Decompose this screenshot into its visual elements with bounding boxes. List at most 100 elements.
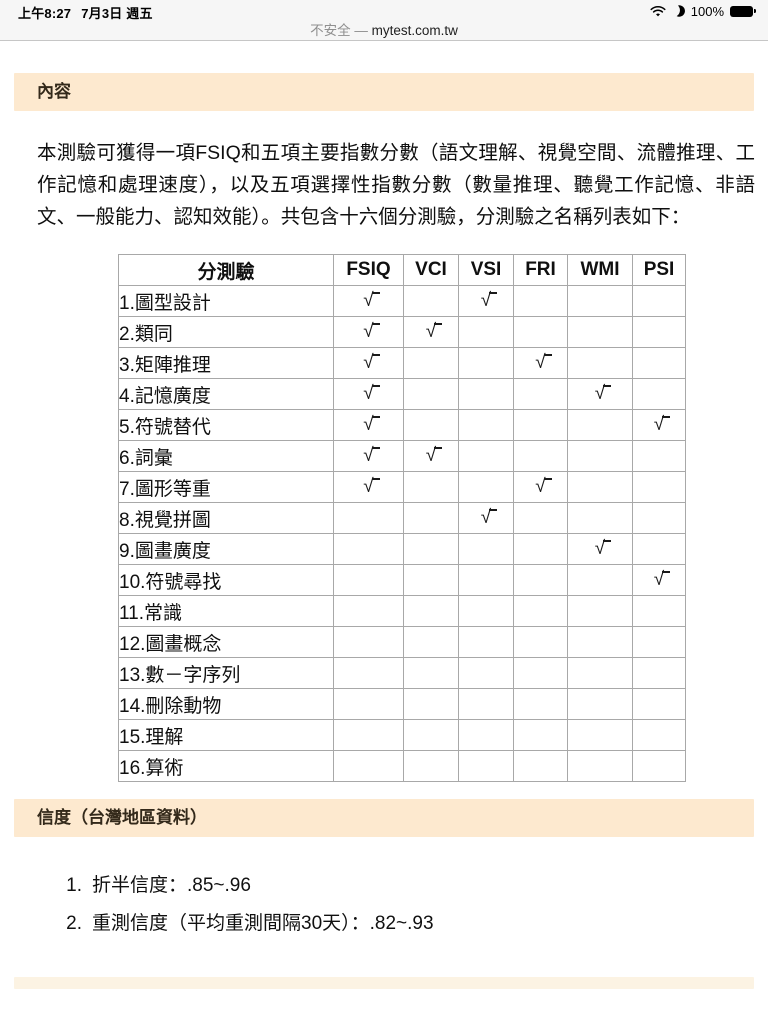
reliability-list: 1. 折半信度：.85~.96 2. 重測信度（平均重測間隔30天）：.82~.… [60,870,768,946]
subtest-name: 13.數－字序列 [118,657,334,689]
empty-cell [567,750,633,782]
subtest-name: 4.記憶廣度 [118,378,334,410]
security-label: 不安全 [310,23,351,38]
check-mark-cell: √ [333,347,404,379]
empty-cell [513,316,568,348]
column-header-fsiq: FSIQ [333,254,404,286]
check-mark-cell: √ [333,440,404,472]
check-mark-cell: √ [333,285,404,317]
empty-cell [458,688,514,720]
empty-cell [403,626,459,658]
table-row: 9.圖畫廣度 √ [118,533,686,565]
empty-cell [567,316,633,348]
empty-cell [513,502,568,534]
next-section-band-partial [14,977,754,989]
empty-cell [632,502,686,534]
empty-cell [458,595,514,627]
check-mark-cell: √ [333,409,404,441]
empty-cell [458,657,514,689]
check-mark-cell: √ [333,471,404,503]
check-mark: √ [363,321,381,342]
empty-cell [458,719,514,751]
subtest-name: 8.視覺拼圖 [118,502,334,534]
check-mark-cell: √ [458,502,514,534]
battery-icon [730,5,756,17]
empty-cell [632,440,686,472]
column-header-vci: VCI [403,254,459,286]
empty-cell [567,502,633,534]
empty-cell [567,626,633,658]
status-time-date: 上午8:27 7月3日 週五 [18,3,153,22]
check-mark: √ [480,290,498,311]
empty-cell [458,533,514,565]
empty-cell [333,595,404,627]
table-row: 7.圖形等重 √ √ [118,471,686,503]
table-row: 3.矩陣推理 √ √ [118,347,686,379]
empty-cell [632,626,686,658]
empty-cell [567,719,633,751]
subtest-name: 10.符號尋找 [118,564,334,596]
check-mark: √ [363,383,381,404]
empty-cell [513,657,568,689]
empty-cell [333,626,404,658]
empty-cell [567,440,633,472]
check-mark: √ [425,445,443,466]
check-mark: √ [653,414,671,435]
check-mark: √ [480,507,498,528]
empty-cell [333,719,404,751]
check-mark-cell: √ [403,440,459,472]
column-header-wmi: WMI [567,254,633,286]
check-mark: √ [363,352,381,373]
subtest-name: 14.刪除動物 [118,688,334,720]
empty-cell [632,595,686,627]
check-mark: √ [594,383,612,404]
empty-cell [458,409,514,441]
subtest-table: 分測驗 FSIQ VCI VSI FRI WMI PSI 1.圖型設計 √ √ 2.類… [118,254,686,782]
empty-cell [458,471,514,503]
empty-cell [567,409,633,441]
check-mark-cell: √ [513,347,568,379]
check-mark-cell: √ [513,471,568,503]
empty-cell [567,564,633,596]
empty-cell [632,688,686,720]
section-header-reliability: 信度（台灣地區資料） [14,799,754,837]
empty-cell [513,750,568,782]
empty-cell [403,285,459,317]
subtest-name: 9.圖畫廣度 [118,533,334,565]
list-item: 2. 重測信度（平均重測間隔30天）：.82~.93 [60,908,768,946]
subtest-name: 15.理解 [118,719,334,751]
url-separator: — [354,23,368,38]
table-row: 14.刪除動物 [118,688,686,720]
empty-cell [567,657,633,689]
table-row: 10.符號尋找 √ [118,564,686,596]
list-item-number: 1. [66,875,82,896]
table-row: 11.常識 [118,595,686,627]
wifi-icon [650,5,666,17]
table-header-row: 分測驗 FSIQ VCI VSI FRI WMI PSI [118,254,686,286]
empty-cell [403,657,459,689]
empty-cell [513,564,568,596]
table-row: 5.符號替代 √ √ [118,409,686,441]
empty-cell [513,626,568,658]
empty-cell [403,471,459,503]
subtest-name: 12.圖畫概念 [118,626,334,658]
empty-cell [632,750,686,782]
table-row: 12.圖畫概念 [118,626,686,658]
status-date: 7月3日 週五 [81,6,153,21]
empty-cell [513,409,568,441]
empty-cell [632,378,686,410]
empty-cell [513,688,568,720]
check-mark-cell: √ [567,378,633,410]
empty-cell [403,409,459,441]
url-host: mytest.com.tw [371,23,458,38]
table-row: 1.圖型設計 √ √ [118,285,686,317]
check-mark: √ [535,352,553,373]
empty-cell [513,440,568,472]
empty-cell [403,378,459,410]
check-mark: √ [363,476,381,497]
table-row: 8.視覺拼圖 √ [118,502,686,534]
table-row: 13.數－字序列 [118,657,686,689]
subtest-name: 5.符號替代 [118,409,334,441]
subtest-name: 16.算術 [118,750,334,782]
address-bar[interactable]: 不安全 — mytest.com.tw [0,19,768,39]
